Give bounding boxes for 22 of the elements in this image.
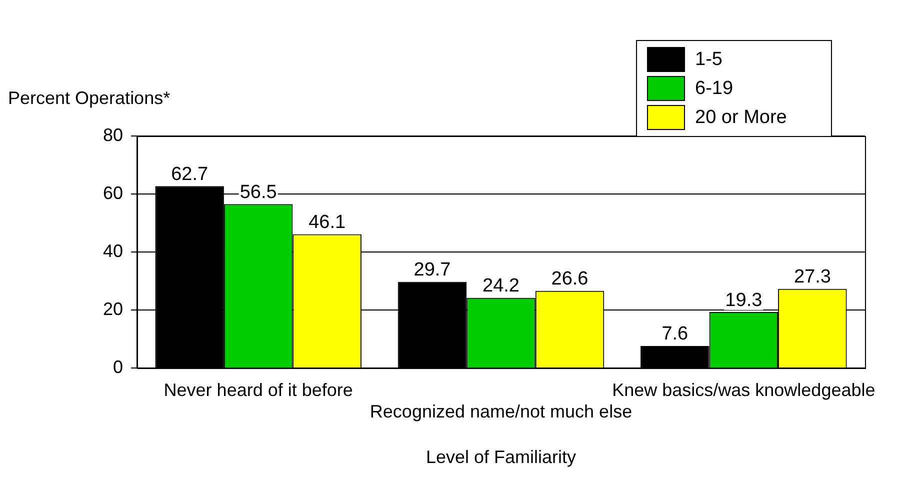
x-axis-title: Level of Familiarity bbox=[426, 447, 576, 467]
legend-label: 6-19 bbox=[695, 78, 734, 100]
y-tick-label: 20 bbox=[102, 298, 123, 319]
data-label: 24.2 bbox=[482, 276, 520, 297]
data-label: 19.3 bbox=[725, 290, 762, 311]
data-label: 7.6 bbox=[662, 324, 688, 345]
data-label: 56.5 bbox=[240, 182, 277, 203]
y-tick-label: 60 bbox=[102, 182, 123, 203]
data-label: 29.7 bbox=[414, 260, 451, 281]
legend-label: 20 or More bbox=[695, 106, 787, 128]
data-label: 62.7 bbox=[171, 164, 208, 185]
x-tick-label: Never heard of it before bbox=[164, 380, 353, 400]
legend-label: 1-5 bbox=[695, 48, 722, 70]
y-tick-label: 40 bbox=[102, 240, 123, 261]
x-tick-label: Recognized name/not much else bbox=[370, 401, 632, 422]
data-label: 26.6 bbox=[551, 268, 588, 290]
data-label: 27.3 bbox=[794, 266, 831, 288]
x-tick-label: Knew basics/was knowledgeable bbox=[612, 380, 876, 400]
y-tick-label: 0 bbox=[112, 356, 123, 377]
data-label: 46.1 bbox=[308, 212, 346, 234]
y-axis-title: Percent Operations* bbox=[8, 88, 170, 108]
y-tick-label: 80 bbox=[102, 124, 123, 145]
